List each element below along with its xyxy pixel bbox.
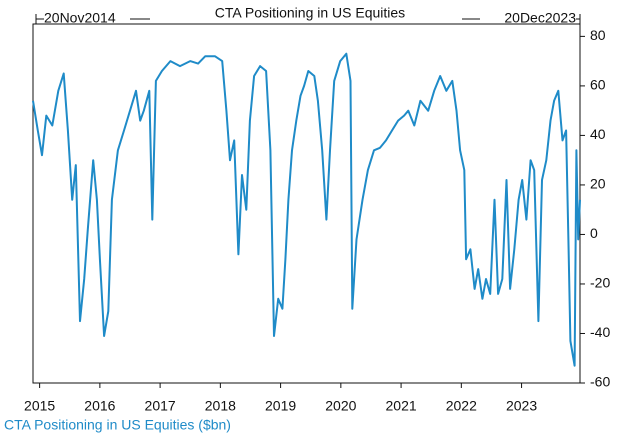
y-tick-label: 60: [590, 77, 606, 93]
x-tick-label: 2015: [24, 398, 55, 414]
legend-label: CTA Positioning in US Equities ($bn): [4, 417, 231, 433]
x-tick-label: 2021: [386, 398, 417, 414]
data-line: [32, 52, 581, 367]
annotation: 20Dec2023: [504, 10, 576, 26]
y-tick-label: -40: [590, 324, 610, 340]
x-tick-label: 2020: [325, 398, 356, 414]
x-tick-label: 2022: [446, 398, 477, 414]
x-tick-label: 2016: [84, 398, 115, 414]
annotation: 20Nov2014: [44, 10, 116, 26]
x-tick-label: 2017: [145, 398, 176, 414]
y-tick-label: -60: [590, 374, 610, 390]
chart-title: CTA Positioning in US Equities: [215, 5, 405, 21]
y-tick-label: -20: [590, 275, 610, 291]
x-tick-label: 2023: [506, 398, 537, 414]
x-tick-label: 2018: [205, 398, 236, 414]
x-tick-label: 2019: [265, 398, 296, 414]
y-tick-label: 20: [590, 176, 606, 192]
y-tick-label: 40: [590, 126, 606, 142]
y-tick-label: 0: [590, 225, 598, 241]
y-tick-label: 80: [590, 27, 606, 43]
